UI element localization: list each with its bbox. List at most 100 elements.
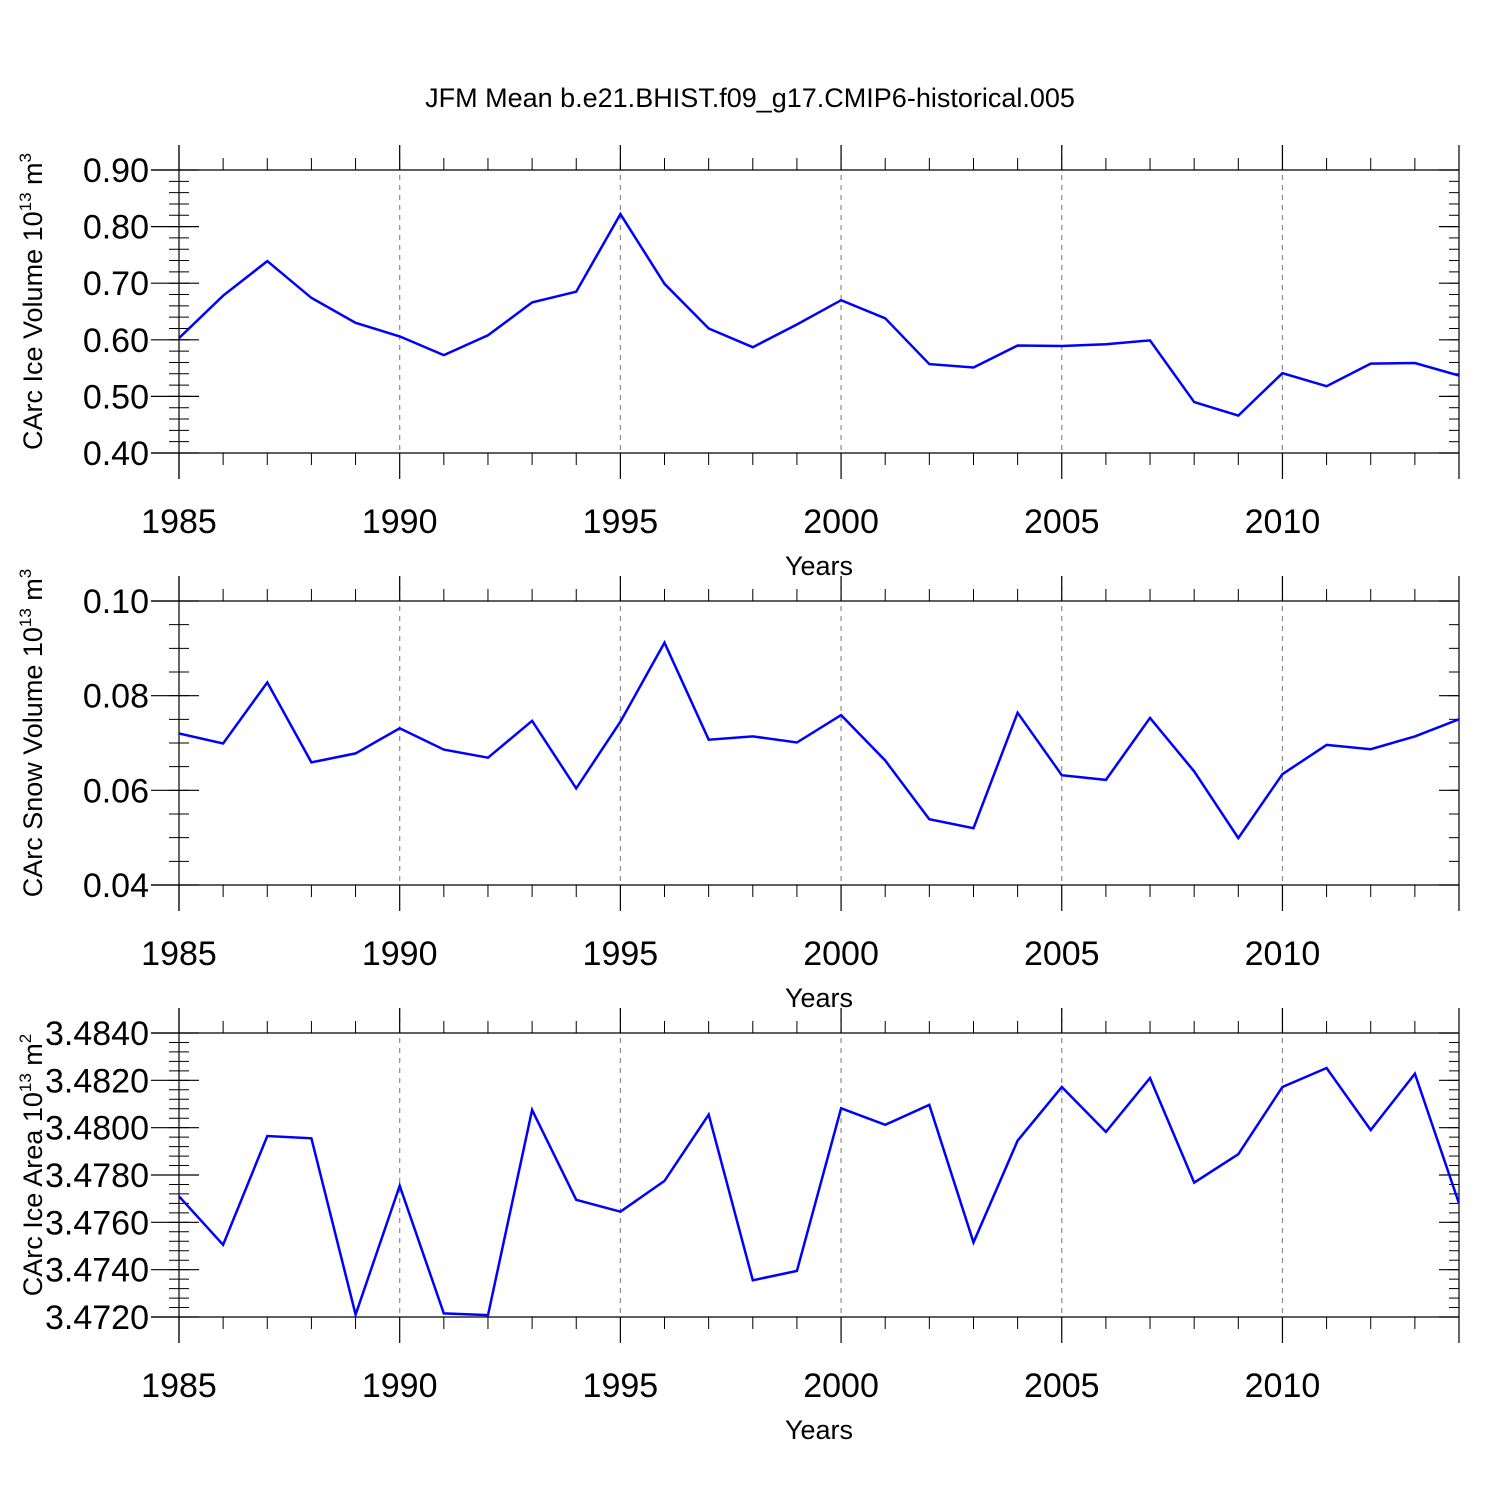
x-tick-label: 2005 [1024,503,1100,541]
data-point [398,1184,402,1188]
x-axis-title: Years [785,1415,853,1445]
x-tick-label: 1985 [141,935,217,973]
y-tick-label: 0.40 [83,435,149,473]
data-point [486,1313,490,1317]
data-point [442,1311,446,1315]
y-tick-label: 3.4780 [45,1157,149,1195]
data-point [354,1313,358,1317]
data-point [530,300,534,304]
data-point [574,290,578,294]
data-point [663,1179,667,1183]
y-axis-title-unit-exponent: 3 [16,153,35,162]
data-point [707,1113,711,1117]
x-tick-label: 1995 [583,1367,659,1405]
data-point [618,720,622,724]
data-point [971,366,975,370]
data-point [1413,734,1417,738]
data-point [1280,1085,1284,1089]
x-tick-label: 2010 [1245,935,1321,973]
data-point [309,296,313,300]
data-point [795,741,799,745]
x-tick-label: 2000 [803,935,879,973]
data-point [927,362,931,366]
data-point [1192,1181,1196,1185]
data-point [1457,373,1461,377]
data-point [1369,747,1373,751]
x-tick-label: 2010 [1245,1367,1321,1405]
x-axis-title: Years [785,983,853,1013]
data-point [530,719,534,723]
data-point [1192,769,1196,773]
data-point [177,1194,181,1198]
x-axis-title: Years [785,551,853,581]
y-axis-title: CArc Ice Area 1013 m2 [16,1034,48,1297]
data-point [177,336,181,340]
panel-ice-area: 3.4720 3.4740 3.4760 3.4780 3.4800 3.4820 3.48… [16,1008,1461,1445]
y-tick-label: 3.4760 [45,1204,149,1242]
data-point [442,748,446,752]
x-tick-label: 2000 [803,1367,879,1405]
series-line [179,211,1459,418]
panel-ice-volume: 0.40 0.50 0.60 0.70 0.80 0.90 1985 1990 1995 2000… [16,145,1461,581]
y-tick-label: 0.70 [83,265,149,303]
data-point [1369,362,1373,366]
data-point [839,298,843,302]
data-point [442,353,446,357]
data-point [883,759,887,763]
x-tick-label: 1985 [141,1367,217,1405]
data-point [707,326,711,330]
data-point [265,259,269,263]
data-point [1236,1152,1240,1156]
y-tick-label: 0.80 [83,209,149,247]
data-point [883,1123,887,1127]
data-point [265,1134,269,1138]
data-point [707,738,711,742]
y-axis-title-main: CArc Ice Area 10 [18,1092,48,1296]
x-tick-label: 2005 [1024,1367,1100,1405]
x-tick-label: 2005 [1024,935,1100,973]
data-point [1016,1139,1020,1143]
data-point [1060,344,1064,348]
data-point [618,1210,622,1214]
data-point [486,333,490,337]
data-point [751,1278,755,1282]
y-axis-title-unit: m [18,578,48,608]
data-point [618,212,622,216]
y-tick-label: 0.04 [83,867,149,905]
data-point [927,1103,931,1107]
data-point [795,323,799,327]
data-point [574,1198,578,1202]
data-point [663,641,667,645]
data-point [1413,361,1417,365]
y-axis-title-unit-exponent: 2 [16,1034,35,1043]
x-tick-label: 2010 [1245,503,1321,541]
series-line [179,639,1459,841]
y-tick-label: 0.50 [83,378,149,416]
data-point [1325,743,1329,747]
y-axis-title-exponent: 13 [16,192,35,211]
x-tick-label: 1995 [583,503,659,541]
x-tick-label: 2000 [803,503,879,541]
data-point [221,1243,225,1247]
data-point [530,1108,534,1112]
y-axis-title-unit-exponent: 3 [16,569,35,578]
data-point [1236,414,1240,418]
data-point [1457,1201,1461,1205]
data-point [1413,1072,1417,1076]
data-point [1148,338,1152,342]
data-point [1325,1066,1329,1070]
data-point [839,713,843,717]
y-tick-label: 0.08 [83,678,149,716]
data-point [354,751,358,755]
data-point [1060,1085,1064,1089]
x-tick-label: 1985 [141,503,217,541]
data-point [486,756,490,760]
data-point [751,734,755,738]
x-tick-label: 1990 [362,503,438,541]
data-point [574,786,578,790]
data-point [354,321,358,325]
data-point [398,334,402,338]
y-tick-label: 0.90 [83,152,149,190]
data-point [1104,1130,1108,1134]
